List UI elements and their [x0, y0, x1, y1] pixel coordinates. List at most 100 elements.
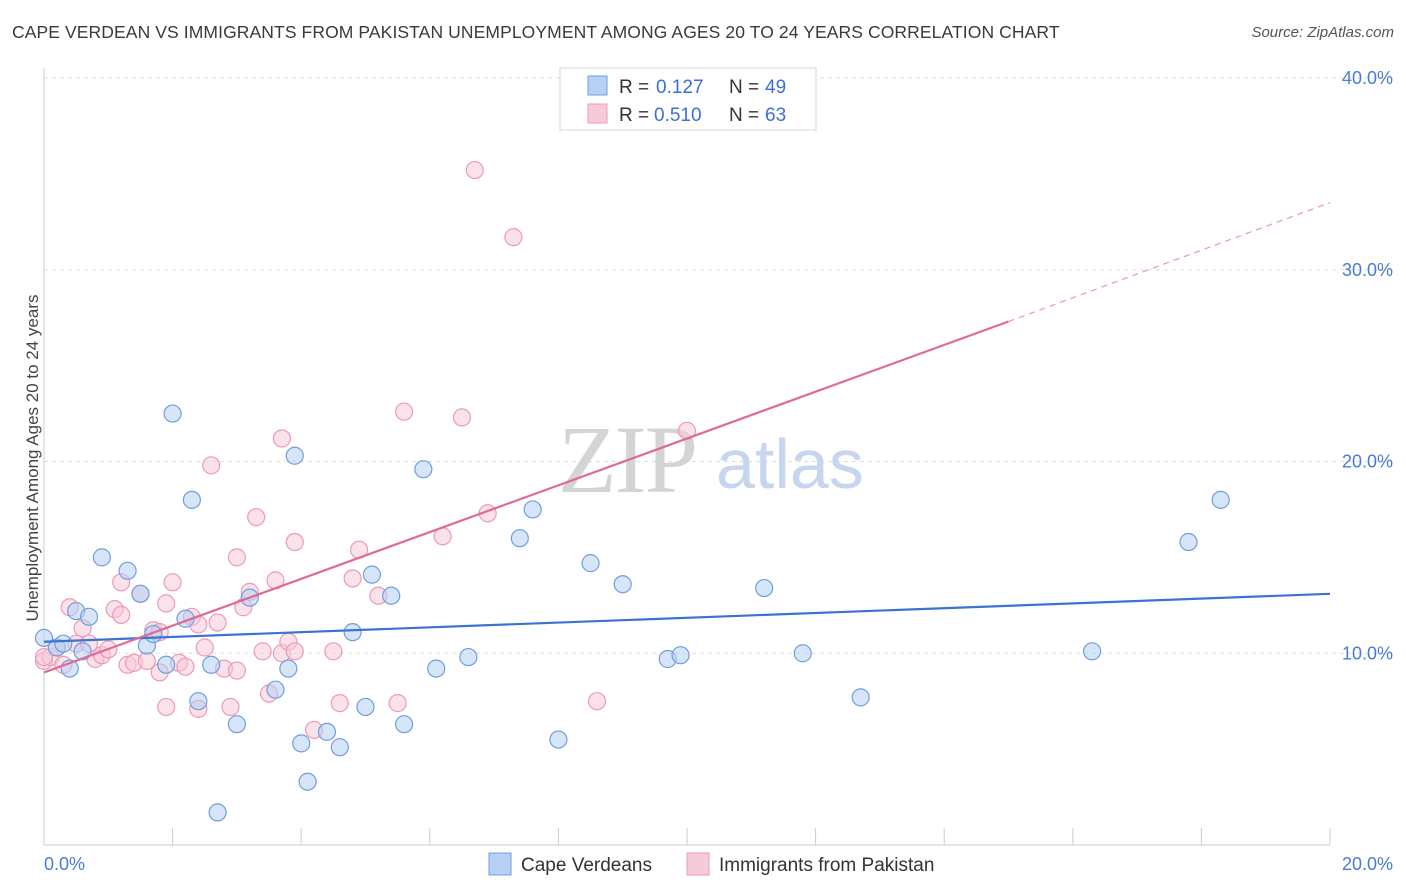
- trend-lines: [43, 202, 1331, 674]
- correlation-legend: R = 0.127 N = 49 R = 0.510 N = 63: [559, 67, 817, 131]
- legend-n-value-pink: 63: [765, 105, 786, 126]
- capeverdean-point: [92, 548, 111, 567]
- pakistan-point: [253, 642, 272, 661]
- legend-swatch-blue: [587, 75, 608, 96]
- x-tick-label-min: 0.0%: [44, 854, 85, 874]
- pakistan-trend-extension: [1008, 202, 1331, 323]
- capeverdean-point: [343, 623, 362, 642]
- y-tick-label: 30.0%: [1342, 260, 1393, 280]
- y-tick-label: 10.0%: [1342, 643, 1393, 663]
- watermark: ZIP atlas: [558, 406, 864, 513]
- capeverdean-point: [266, 680, 285, 699]
- y-tick-label: 20.0%: [1342, 452, 1393, 472]
- capeverdean-point: [182, 490, 201, 509]
- pakistan-point: [272, 429, 292, 448]
- capeverdean-point: [362, 565, 382, 584]
- capeverdean-point: [208, 803, 227, 822]
- capeverdean-point: [189, 692, 208, 711]
- legend-swatch-pink: [587, 103, 608, 124]
- capeverdean-point: [285, 446, 304, 465]
- legend-n-value-blue: 49: [765, 77, 786, 98]
- bottom-legend-swatch-blue: [488, 852, 512, 876]
- capeverdean-point: [1082, 642, 1102, 661]
- capeverdean-point: [298, 772, 317, 791]
- capeverdean-point: [851, 688, 870, 707]
- bottom-legend-swatch-pink: [686, 852, 710, 876]
- capeverdean-point: [330, 738, 349, 757]
- capeverdean-point: [414, 460, 433, 479]
- pakistan-point: [195, 638, 214, 657]
- pakistan-point: [157, 594, 176, 613]
- pakistan-point: [452, 408, 472, 427]
- pakistan-point: [221, 697, 240, 717]
- chart-title: CAPE VERDEAN VS IMMIGRANTS FROM PAKISTAN…: [12, 22, 1060, 42]
- pakistan-point: [247, 508, 266, 527]
- pakistan-trend-line: [43, 320, 1009, 674]
- capeverdean-point: [157, 655, 176, 674]
- axes: [43, 68, 1331, 846]
- pakistan-point: [343, 569, 362, 588]
- y-axis-label: Unemployment Among Ages 20 to 24 years: [23, 295, 42, 622]
- x-tick-label-max: 20.0%: [1342, 854, 1393, 874]
- series-legend: Cape Verdeans Immigrants from Pakistan: [488, 852, 934, 876]
- capeverdean-point: [671, 646, 690, 665]
- pakistan-point: [330, 694, 349, 713]
- pakistan-point: [285, 642, 304, 661]
- capeverdean-point: [163, 404, 182, 423]
- capeverdean-trend-line: [43, 592, 1331, 643]
- capeverdean-point: [523, 500, 542, 519]
- capeverdean-point: [394, 715, 414, 734]
- pakistan-point: [227, 661, 246, 680]
- pakistan-point: [504, 228, 523, 247]
- pakistan-point: [394, 402, 414, 421]
- capeverdean-point: [356, 697, 375, 717]
- capeverdean-point: [279, 659, 298, 678]
- capeverdean-point: [1179, 532, 1198, 552]
- pakistan-point: [176, 657, 195, 676]
- pakistan-point: [227, 548, 246, 567]
- capeverdean-point: [459, 647, 478, 667]
- capeverdean-point: [131, 584, 150, 603]
- bottom-legend-label-pakistan: Immigrants from Pakistan: [719, 855, 934, 876]
- capeverdean-point: [317, 722, 337, 741]
- y-tick-labels: 10.0% 20.0% 30.0% 40.0%: [1342, 68, 1393, 663]
- y-tick-label: 40.0%: [1342, 68, 1393, 88]
- capeverdean-point: [510, 529, 529, 548]
- legend-r-value-pink: 0.510: [654, 105, 702, 126]
- capeverdean-point: [79, 607, 99, 626]
- watermark-atlas: atlas: [716, 425, 864, 503]
- capeverdean-point: [427, 659, 446, 678]
- capeverdean-point: [581, 554, 600, 573]
- pakistan-point: [202, 456, 221, 475]
- pakistan-point: [208, 613, 227, 632]
- bottom-legend-label-capeverdeans: Cape Verdeans: [521, 855, 652, 876]
- pakistan-point: [388, 694, 407, 713]
- legend-r-label-pink: R =: [619, 105, 649, 126]
- capeverdean-point: [549, 730, 568, 749]
- capeverdean-point: [73, 642, 92, 661]
- pakistan-point: [324, 642, 343, 661]
- capeverdean-point: [202, 655, 221, 674]
- legend-r-label-blue: R =: [619, 77, 649, 98]
- pakistan-point: [587, 692, 607, 711]
- pakistan-point: [163, 573, 182, 592]
- capeverdean-point: [54, 634, 73, 653]
- pakistan-point: [157, 697, 176, 717]
- capeverdean-point: [292, 734, 311, 753]
- source-label: Source: ZipAtlas.com: [1251, 24, 1394, 41]
- capeverdean-point: [755, 578, 774, 598]
- pakistan-point: [285, 532, 304, 552]
- pakistan-point: [465, 160, 484, 180]
- capeverdean-point: [382, 586, 401, 605]
- grid-lines: [44, 77, 1393, 654]
- legend-n-label-pink: N =: [729, 105, 759, 126]
- capeverdean-point: [118, 561, 137, 580]
- capeverdean-point: [613, 575, 632, 594]
- pakistan-point: [34, 647, 54, 667]
- capeverdean-point: [1211, 490, 1230, 509]
- legend-r-value-blue: 0.127: [656, 77, 704, 98]
- legend-n-label-blue: N =: [729, 77, 759, 98]
- pakistan-point: [112, 605, 131, 625]
- capeverdean-point: [793, 644, 812, 663]
